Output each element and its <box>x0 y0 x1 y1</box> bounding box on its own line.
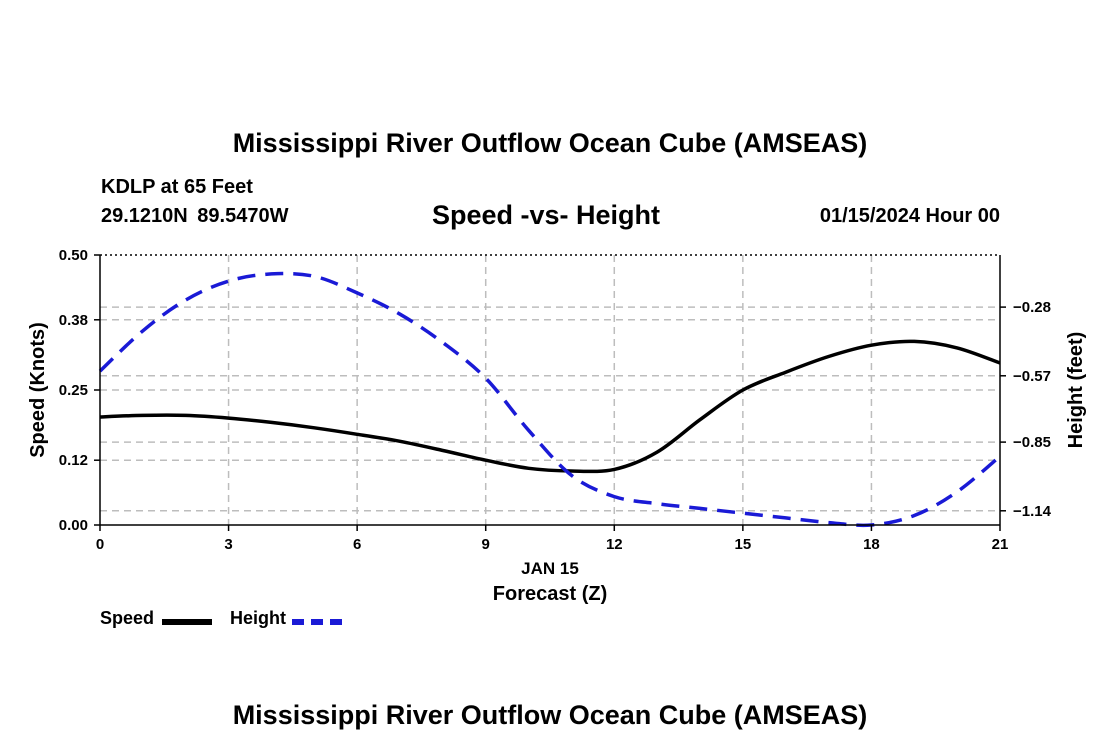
chart-subtitle: Speed -vs- Height <box>432 200 661 230</box>
x-tick-label: 3 <box>224 536 232 553</box>
y-left-tick-label: 0.50 <box>59 247 88 264</box>
x-tick-label: 15 <box>735 536 752 553</box>
x-tick-label: 12 <box>606 536 623 553</box>
x-tick-label: 18 <box>863 536 880 553</box>
y-axis-left-label: Speed (Knots) <box>27 322 49 458</box>
y-left-tick-label: 0.00 <box>59 517 88 534</box>
legend-height-swatch <box>292 619 342 625</box>
y-right-tick-label: −0.28 <box>1013 299 1051 316</box>
x-tick-label: 9 <box>482 536 490 553</box>
x-axis-label: Forecast (Z) <box>493 583 607 605</box>
y-right-tick-label: −0.85 <box>1013 434 1051 451</box>
series-line-speed <box>99 339 1001 474</box>
y-left-tick-label: 0.25 <box>59 382 88 399</box>
series-lines <box>98 271 1002 528</box>
station-coordinates: 29.1210N 89.5470W <box>101 205 289 227</box>
chart-title: Mississippi River Outflow Ocean Cube (AM… <box>232 128 868 158</box>
y-right-tick-label: −1.14 <box>1013 503 1052 520</box>
y-left-tick-label: 0.12 <box>59 452 88 469</box>
y-left-tick-label: 0.38 <box>59 312 88 329</box>
x-axis-date-label: JAN 15 <box>521 559 579 578</box>
forecast-date: 01/15/2024 Hour 00 <box>819 205 1000 227</box>
legend-height-label: Height <box>230 608 286 628</box>
station-label: KDLP at 65 Feet <box>101 176 253 198</box>
legend-speed-swatch <box>162 619 212 625</box>
x-tick-label: 6 <box>353 536 361 553</box>
legend-speed-label: Speed <box>100 608 155 628</box>
axes: 0 3 6 9 12 15 18 21 0.00 0.12 0.25 0.38 0.50 −0.28 −0.… <box>59 247 1052 553</box>
footer-title: Mississippi River Outflow Ocean Cube (AM… <box>232 700 868 730</box>
grid <box>100 255 1000 525</box>
y-axis-right-label: Height (feet) <box>1065 332 1087 449</box>
y-right-tick-label: −0.57 <box>1013 368 1051 385</box>
series-line-height <box>98 271 1002 528</box>
x-tick-label: 0 <box>96 536 104 553</box>
x-tick-label: 21 <box>992 536 1009 553</box>
